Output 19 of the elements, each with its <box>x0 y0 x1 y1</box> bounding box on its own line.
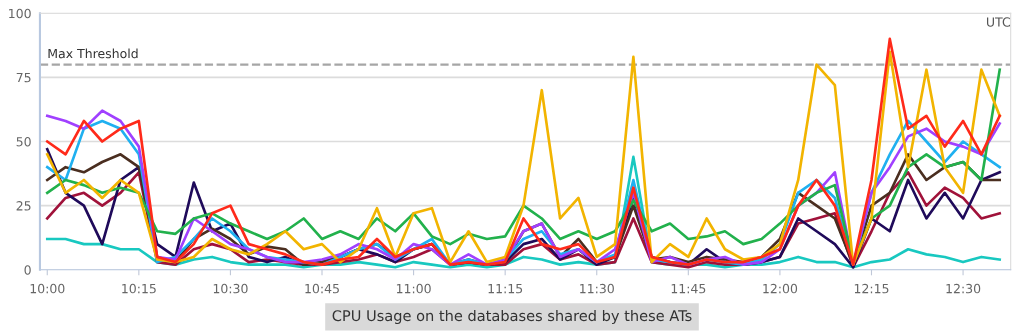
x-tick-label: 10:45 <box>305 283 339 294</box>
x-tick-label: 10:30 <box>213 283 248 294</box>
x-tick-label: 11:15 <box>488 284 523 294</box>
y-tick-label: 100 <box>9 8 31 19</box>
x-tick-label: 11:00 <box>396 283 431 294</box>
x-tick-label: 11:30 <box>580 283 614 294</box>
y-tick-label: 75 <box>16 73 31 83</box>
x-tick-label: 12:00 <box>763 283 798 294</box>
y-tick-label: 25 <box>16 201 31 211</box>
x-tick-label: 11:45 <box>671 284 706 294</box>
x-tick-label: 12:30 <box>946 283 981 294</box>
y-tick-label: 0 <box>24 265 31 275</box>
y-tick-label: 50 <box>16 136 31 147</box>
ref-line-label: Max Threshold <box>48 48 138 59</box>
annotation: UTC <box>987 17 1011 27</box>
text: CPU Usage on the databases shared by these ATs <box>332 309 692 324</box>
x-tick-label: 12:15 <box>854 283 889 294</box>
x-tick-label: 10:00 <box>30 283 65 294</box>
x-tick-label: 10:15 <box>122 283 156 294</box>
